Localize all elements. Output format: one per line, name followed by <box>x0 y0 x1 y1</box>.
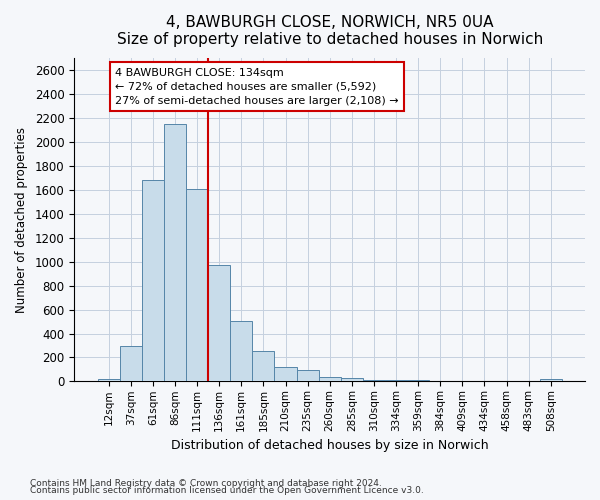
Bar <box>539 379 562 382</box>
X-axis label: Distribution of detached houses by size in Norwich: Distribution of detached houses by size … <box>171 440 488 452</box>
Bar <box>296 370 319 382</box>
Text: Contains public sector information licensed under the Open Government Licence v3: Contains public sector information licen… <box>30 486 424 495</box>
Bar <box>385 380 407 382</box>
Bar <box>186 188 208 382</box>
Bar <box>208 266 230 382</box>
Y-axis label: Number of detached properties: Number of detached properties <box>15 127 28 313</box>
Bar <box>363 380 385 382</box>
Bar <box>341 378 363 382</box>
Bar <box>98 379 120 382</box>
Bar <box>429 380 451 382</box>
Bar <box>142 180 164 382</box>
Bar <box>253 351 274 382</box>
Bar <box>274 367 296 382</box>
Text: Contains HM Land Registry data © Crown copyright and database right 2024.: Contains HM Land Registry data © Crown c… <box>30 478 382 488</box>
Bar <box>319 376 341 382</box>
Bar <box>407 380 429 382</box>
Title: 4, BAWBURGH CLOSE, NORWICH, NR5 0UA
Size of property relative to detached houses: 4, BAWBURGH CLOSE, NORWICH, NR5 0UA Size… <box>116 15 543 48</box>
Text: 4 BAWBURGH CLOSE: 134sqm
← 72% of detached houses are smaller (5,592)
27% of sem: 4 BAWBURGH CLOSE: 134sqm ← 72% of detach… <box>115 68 399 106</box>
Bar <box>120 346 142 382</box>
Bar <box>164 124 186 382</box>
Bar <box>230 321 253 382</box>
